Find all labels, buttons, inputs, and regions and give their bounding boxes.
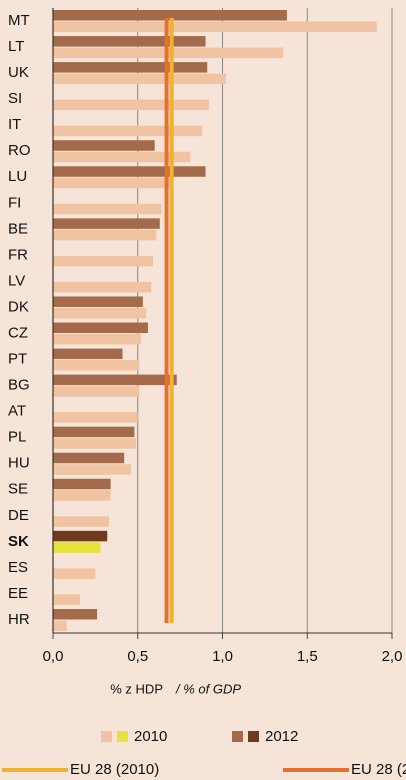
bar [53, 412, 138, 423]
y-tick-label: DK [8, 298, 29, 315]
legend-label: EU 28 (2010) [70, 761, 159, 778]
y-tick-label: IT [8, 116, 21, 133]
y-tick-label: LT [8, 38, 24, 55]
bar [53, 568, 96, 579]
y-tick-label: HR [8, 611, 30, 628]
y-tick-label: ES [8, 559, 28, 576]
legend-label: 2010 [134, 728, 167, 745]
bar [53, 21, 377, 33]
bar [53, 348, 123, 360]
x-tick-label: 0,5 [127, 648, 148, 665]
y-tick-label: EE [8, 585, 28, 602]
y-tick-label: RO [8, 142, 31, 159]
y-tick-label: DE [8, 507, 29, 524]
y-tick-label: BE [8, 220, 28, 237]
y-tick-label: SK [8, 533, 29, 550]
y-tick-label: LU [8, 168, 27, 185]
bar [53, 608, 98, 620]
bar [53, 177, 172, 189]
bar [53, 307, 147, 319]
bar [53, 360, 140, 371]
bar [53, 140, 155, 151]
x-tick-label: 1,0 [212, 648, 233, 665]
bar [53, 73, 226, 85]
bar [53, 386, 140, 397]
bar [53, 125, 203, 137]
legend-label: 2012 [265, 728, 298, 745]
bar [53, 452, 125, 464]
bar [53, 426, 135, 438]
y-tick-label: UK [8, 64, 29, 81]
legend-label: EU 28 (2012) [351, 761, 406, 778]
y-tick-label: BG [8, 377, 30, 394]
y-tick-label: SI [8, 90, 22, 107]
legend-swatch [248, 731, 259, 742]
bar [53, 151, 191, 163]
bar [53, 10, 287, 21]
bar [53, 99, 209, 111]
y-tick-label: PT [8, 351, 27, 368]
y-tick-label: MT [8, 12, 30, 29]
bar [53, 464, 131, 475]
bar [53, 229, 157, 241]
bar [53, 620, 67, 631]
y-tick-label: SE [8, 481, 28, 498]
y-tick-label: LV [8, 272, 25, 289]
bar [53, 218, 160, 229]
bar [53, 296, 143, 307]
bar [53, 334, 142, 345]
bar [53, 374, 177, 386]
x-tick-label: 2,0 [382, 648, 403, 665]
bar [53, 438, 137, 449]
bar [53, 166, 206, 177]
y-tick-label: HU [8, 455, 30, 472]
bar [53, 530, 108, 542]
bar [53, 255, 154, 267]
legend-swatch [117, 731, 128, 742]
bar [53, 203, 162, 215]
bar [53, 36, 206, 47]
x-axis-label-en: / % of GDP [175, 681, 241, 696]
bar [53, 594, 81, 605]
legend-swatch [101, 731, 112, 742]
bar [53, 490, 111, 501]
bar [53, 322, 148, 334]
bar [53, 62, 208, 73]
legend-swatch [232, 731, 243, 742]
bar [53, 281, 152, 293]
y-tick-label: AT [8, 403, 26, 420]
y-tick-label: PL [8, 429, 26, 446]
x-axis-label: % z HDP [110, 681, 163, 696]
y-tick-label: CZ [8, 324, 28, 341]
bar [53, 542, 101, 553]
x-tick-label: 0,0 [43, 648, 64, 665]
bar [53, 516, 109, 527]
y-tick-label: FI [8, 194, 21, 211]
bar [53, 478, 111, 490]
x-tick-label: 1,5 [297, 648, 318, 665]
y-tick-label: FR [8, 246, 28, 263]
